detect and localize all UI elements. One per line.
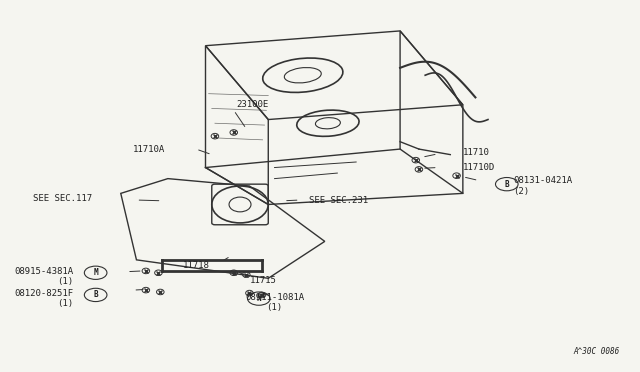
Text: SEE SEC.231: SEE SEC.231 — [309, 196, 368, 205]
Text: 08131-0421A
(2): 08131-0421A (2) — [513, 176, 572, 196]
Text: 11710D: 11710D — [463, 163, 495, 172]
Text: A^30C 0086: A^30C 0086 — [573, 347, 620, 356]
Text: 23100E: 23100E — [236, 100, 269, 109]
Text: N: N — [257, 294, 261, 303]
Text: 11710A: 11710A — [132, 145, 164, 154]
Text: 11718: 11718 — [182, 261, 209, 270]
Text: 11710: 11710 — [463, 148, 490, 157]
Text: SEE SEC.117: SEE SEC.117 — [33, 195, 93, 203]
Text: 08120-8251F
(1): 08120-8251F (1) — [15, 289, 74, 308]
Text: B: B — [93, 291, 98, 299]
Text: 08911-1081A
(1): 08911-1081A (1) — [245, 293, 304, 312]
Text: 08915-4381A
(1): 08915-4381A (1) — [15, 267, 74, 286]
Text: B: B — [504, 180, 509, 189]
Text: 11715: 11715 — [250, 276, 276, 285]
Text: M: M — [93, 268, 98, 277]
